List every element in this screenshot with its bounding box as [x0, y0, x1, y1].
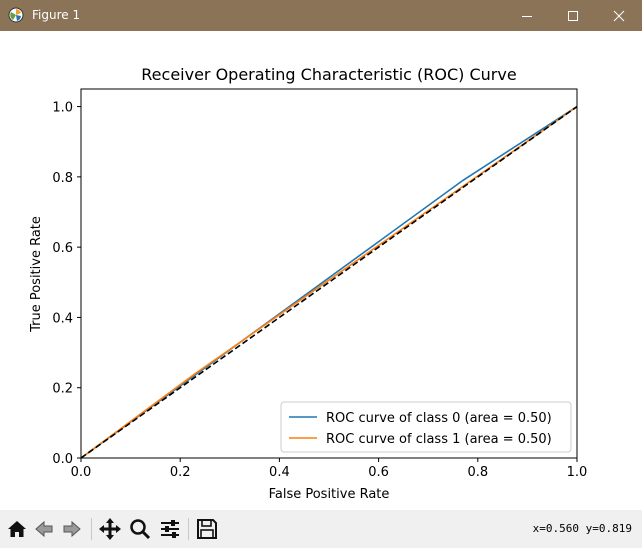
close-icon: [613, 10, 625, 21]
forward-button[interactable]: [59, 516, 85, 542]
save-icon: [197, 519, 217, 539]
pan-icon: [99, 518, 121, 540]
matplotlib-icon: [8, 7, 24, 23]
maximize-button[interactable]: [550, 0, 596, 31]
y-tick-label: 1.0: [52, 101, 73, 116]
home-button[interactable]: [4, 516, 30, 542]
configure-subplots-button[interactable]: [157, 516, 183, 542]
roc-line-class-1: [80, 105, 578, 459]
legend-entry-class-1: ROC curve of class 1 (area = 0.50): [326, 432, 552, 447]
window-titlebar: Figure 1: [0, 0, 642, 31]
x-tick-label: 0.6: [368, 465, 389, 480]
legend-box: [280, 401, 572, 453]
x-axis-label: False Positive Rate: [269, 487, 390, 502]
y-axis-label: True Positive Rate: [29, 216, 44, 333]
maximize-icon: [568, 10, 578, 21]
toolbar-separator: [188, 518, 189, 540]
zoom-button[interactable]: [127, 516, 153, 542]
x-tick-label: 0.4: [269, 465, 290, 480]
pan-button[interactable]: [97, 516, 123, 542]
configure-subplots-icon: [161, 520, 179, 538]
x-tick-label: 0.2: [170, 465, 191, 480]
x-tick-label: 0.8: [467, 465, 488, 480]
chart-title: Receiver Operating Characteristic (ROC) …: [141, 65, 516, 84]
roc-chart: Receiver Operating Characteristic (ROC) …: [29, 65, 588, 502]
close-button[interactable]: [596, 0, 642, 31]
x-tick-label: 0.0: [71, 465, 92, 480]
window-title: Figure 1: [32, 8, 81, 22]
cursor-coordinates: x=0.560 y=0.819: [532, 522, 632, 535]
save-button[interactable]: [194, 516, 220, 542]
navigation-toolbar: x=0.560 y=0.819: [0, 510, 642, 548]
home-icon: [8, 521, 26, 537]
back-button[interactable]: [31, 516, 57, 542]
y-tick-label: 0.0: [52, 452, 73, 467]
axes-frame: [80, 88, 578, 459]
y-tick-label: 0.6: [52, 241, 73, 256]
y-tick-label: 0.8: [52, 171, 73, 186]
y-tick-label: 0.4: [52, 311, 73, 326]
legend: ROC curve of class 0 (area = 0.50) ROC cu…: [280, 401, 572, 453]
minimize-icon: [522, 15, 532, 17]
zoom-icon: [130, 519, 151, 540]
legend-entry-class-0: ROC curve of class 0 (area = 0.50): [326, 411, 552, 426]
figure-canvas[interactable]: Receiver Operating Characteristic (ROC) …: [0, 31, 642, 510]
chance-diagonal-line: [80, 105, 578, 459]
roc-line-class-0: [80, 105, 578, 459]
x-tick-label: 1.0: [567, 465, 588, 480]
forward-icon: [63, 520, 81, 538]
y-tick-label: 0.2: [52, 382, 73, 397]
back-icon: [35, 520, 53, 538]
minimize-button[interactable]: [504, 0, 550, 31]
toolbar-separator: [91, 518, 92, 540]
